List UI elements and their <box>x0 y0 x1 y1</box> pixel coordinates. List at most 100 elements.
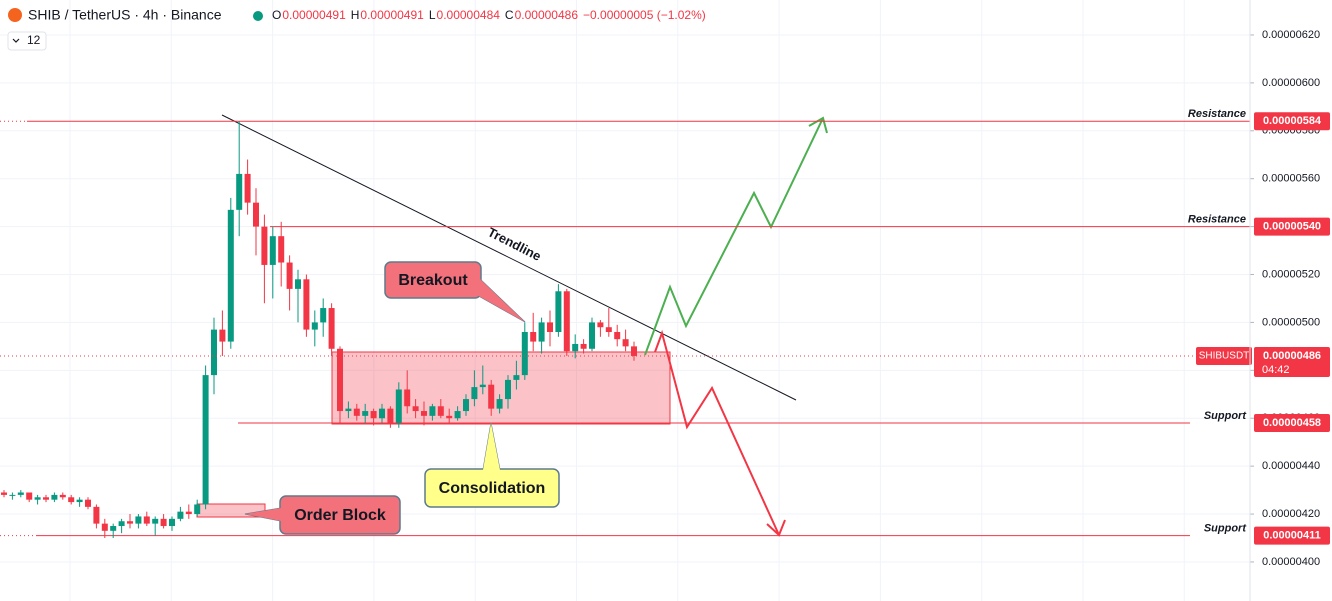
consolidation-label: Consolidation <box>439 480 546 497</box>
candle-body <box>194 504 201 515</box>
candle-body <box>17 492 24 495</box>
candle-body <box>43 497 49 500</box>
countdown: 04:42 <box>1262 364 1290 376</box>
candle-body <box>538 322 545 342</box>
breakout-label: Breakout <box>398 272 468 289</box>
candle-body <box>9 494 16 496</box>
candle-body <box>236 173 243 210</box>
vertical-grid <box>69 0 1185 601</box>
level-name: Resistance <box>1188 214 1246 226</box>
candle-body <box>93 506 100 524</box>
level-name: Support <box>1204 410 1247 422</box>
candle-body <box>169 518 175 527</box>
candle-body <box>261 226 268 265</box>
candle-body <box>370 411 377 419</box>
candle-body <box>127 521 133 524</box>
ohlc-legend: O 0.00000491 H 0.00000491 L 0.00000484 C 0.0000… <box>272 8 706 22</box>
last-price-tag <box>1254 346 1330 377</box>
candle-body <box>395 389 402 424</box>
candle-body <box>295 279 301 289</box>
candle-body <box>530 331 537 342</box>
candle-body <box>85 499 91 507</box>
candle-body <box>597 322 604 328</box>
candle-body <box>177 511 184 519</box>
candle-body <box>421 411 427 416</box>
candle-body <box>589 322 595 349</box>
candle-body <box>1 492 7 495</box>
ohlc-value: 0.00000491 <box>282 8 346 22</box>
ohlc-key: H <box>351 8 360 22</box>
candle-body <box>463 399 469 412</box>
market-status <box>253 11 263 21</box>
candle-body <box>429 406 436 416</box>
bullish-projection <box>644 117 824 356</box>
candle-body <box>227 209 234 342</box>
level-price-label: 0.00000584 <box>1263 115 1322 127</box>
candle-body <box>143 516 150 524</box>
candle-body <box>505 379 511 400</box>
level-name: Support <box>1204 523 1247 535</box>
level-price-tag <box>1254 414 1330 433</box>
candle-body <box>437 406 444 416</box>
bearish-arrowhead <box>766 519 786 537</box>
indicator-toggle[interactable] <box>7 31 47 51</box>
level-name: Resistance <box>1188 108 1246 120</box>
candle-body <box>513 375 520 380</box>
y-tick-label: 0.00000600 <box>1262 77 1320 89</box>
candle-body <box>68 497 75 503</box>
candle-body <box>253 202 259 227</box>
candle-body <box>303 279 310 330</box>
candle-body <box>614 331 621 340</box>
candle-body <box>471 387 478 400</box>
candle-body <box>135 516 142 524</box>
candle-body <box>278 236 285 263</box>
candle-body <box>185 511 192 515</box>
chevron <box>12 38 20 43</box>
symbol-title: SHIB / TetherUS · 4h · Binance <box>28 7 222 23</box>
symbol-logo <box>8 8 22 22</box>
candle-body <box>76 499 83 503</box>
candle-body <box>328 308 335 349</box>
ohlc-key: O <box>272 8 281 22</box>
candle-body <box>101 523 108 531</box>
breakout-pointer-fill <box>468 279 525 322</box>
order-block-pointer-fill <box>245 508 281 521</box>
y-tick-label: 0.00000400 <box>1262 556 1320 568</box>
candle-body <box>446 415 453 419</box>
candle-body <box>110 526 117 531</box>
candle-body <box>26 492 33 500</box>
candle-body <box>160 518 167 527</box>
consolidation-pointer-fill <box>483 423 500 470</box>
level-price-tag <box>1254 526 1330 545</box>
candle-body <box>59 494 66 498</box>
candle-body <box>496 399 503 409</box>
candle-body <box>547 322 553 332</box>
symbol-tag <box>1196 346 1252 365</box>
ohlc-value: 0.00000491 <box>360 8 424 22</box>
ohlc-key: C <box>505 8 514 22</box>
candle-body <box>488 384 495 409</box>
candle-body <box>387 408 394 424</box>
candle-body <box>555 291 562 332</box>
candle-body <box>51 494 58 500</box>
level-price-tag <box>1254 217 1330 236</box>
level-price-label: 0.00000411 <box>1263 530 1321 542</box>
last-price-label: 0.00000486 <box>1263 350 1321 362</box>
candle-body <box>211 329 217 376</box>
candle-body <box>337 348 343 412</box>
candle-body <box>563 291 570 352</box>
ohlc-change: −0.00000005 (−1.02%) <box>583 8 706 22</box>
candle-body <box>311 322 318 330</box>
level-price-label: 0.00000540 <box>1263 221 1321 233</box>
candle-body <box>605 327 612 332</box>
level-price-label: 0.00000458 <box>1263 417 1321 429</box>
candle-body <box>572 343 579 352</box>
candle-body <box>580 343 587 349</box>
bearish-projection <box>654 329 780 536</box>
y-tick-label: 0.00000520 <box>1262 268 1320 280</box>
y-tick-label: 0.00000560 <box>1262 173 1320 185</box>
order-block-label: Order Block <box>294 507 386 524</box>
candle-body <box>269 236 276 265</box>
candle-body <box>412 406 419 412</box>
